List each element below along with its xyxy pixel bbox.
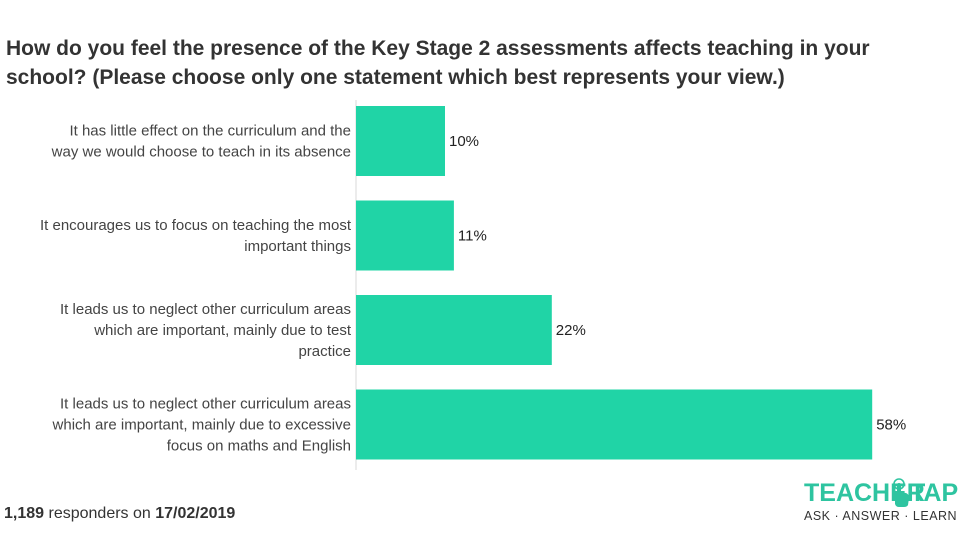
chart-title: How do you feel the presence of the Key … xyxy=(6,34,946,92)
category-label-3-line-3: practice xyxy=(298,343,351,360)
tap-hand-icon xyxy=(893,478,909,507)
category-label-4-line-3: focus on maths and English xyxy=(167,438,351,455)
category-label-4-line-2: which are important, mainly due to exces… xyxy=(52,417,351,434)
bar-value-label-4: 58% xyxy=(876,417,906,434)
category-label-1-line-1: It has little effect on the curriculum a… xyxy=(69,123,351,140)
category-label-3-line-1: It leads us to neglect other curriculum … xyxy=(60,301,351,318)
bar-4 xyxy=(356,389,873,460)
category-label-2-line-2: important things xyxy=(244,238,351,255)
chart-title-line-2: school? (Please choose only one statemen… xyxy=(6,66,785,89)
bar-value-label-3: 22% xyxy=(556,322,586,339)
bar-value-label-2: 11% xyxy=(458,228,487,245)
responders-footer: 1,189 responders on 17/02/2019 xyxy=(4,505,235,523)
responders-count: 1,189 xyxy=(4,505,45,522)
bar-3 xyxy=(356,295,552,365)
logo-word-tapp: TAPP xyxy=(910,479,958,507)
bar-2 xyxy=(356,200,454,271)
responders-text: responders on xyxy=(48,505,151,522)
bar-value-label-1: 10% xyxy=(449,133,479,150)
category-label-2: It encourages us to focus on teaching th… xyxy=(40,217,352,255)
teachertapp-logo: TEACHER TAPP ASK · ANSWER · LEARN xyxy=(800,478,958,530)
logo-tagline: ASK · ANSWER · LEARN xyxy=(804,509,958,523)
chart-title-line-1: How do you feel the presence of the Key … xyxy=(6,37,870,60)
category-label-3-line-2: which are important, mainly due to test xyxy=(93,322,352,339)
category-label-2-line-1: It encourages us to focus on teaching th… xyxy=(40,217,352,234)
category-label-4-line-1: It leads us to neglect other curriculum … xyxy=(60,396,351,413)
survey-date: 17/02/2019 xyxy=(155,505,236,522)
category-label-4: It leads us to neglect other curriculum … xyxy=(52,396,351,455)
category-label-1-line-2: way we would choose to teach in its abse… xyxy=(51,144,351,161)
category-label-1: It has little effect on the curriculum a… xyxy=(51,123,351,161)
bar-1 xyxy=(356,106,445,176)
category-label-3: It leads us to neglect other curriculum … xyxy=(60,301,352,360)
